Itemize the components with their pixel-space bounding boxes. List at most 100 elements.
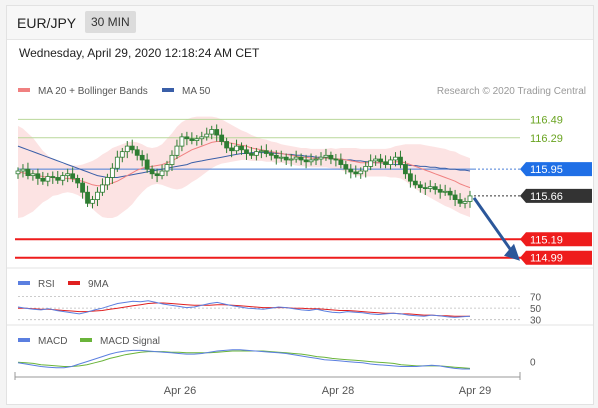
candle-body [363,165,369,172]
candle-body [303,159,309,163]
candle-body [114,156,120,169]
candle-body [65,173,71,177]
macd-legend-label-0: MACD [38,336,67,347]
candle-body [318,156,324,160]
candle-body [30,173,36,177]
candle-body [109,167,115,178]
candle-body [229,147,234,152]
candle-body [45,176,51,182]
support-label: 115.19 [530,234,563,246]
macd-legend-swatch-1 [80,338,92,342]
legend-swatch-1 [162,88,174,92]
candle-body [373,158,379,162]
candle-body [278,156,284,159]
interval-badge[interactable]: 30 MIN [85,11,136,33]
candle-body [403,164,408,175]
bollinger-band [18,116,470,219]
support-label: 114.99 [530,253,563,265]
candle-body [268,153,274,156]
macd-legend-swatch-0 [18,338,30,342]
candle-body [179,136,185,147]
candle-body [234,145,239,152]
candle-body [452,194,458,201]
candle-body [60,175,66,181]
candle-body [263,150,269,154]
candle-body [129,145,135,151]
rsi-legend-label-1: 9MA [88,279,109,290]
legend-label-0: MA 20 + Bollinger Bands [38,86,148,97]
candle-body [447,190,453,196]
rsi-level-label: 70 [530,293,542,304]
candle-body [50,176,56,178]
candle-body [333,158,339,161]
candle-body [70,173,76,179]
rsi-legend-swatch-0 [18,281,30,285]
candle-body [184,136,190,140]
rsi-legend-swatch-1 [68,281,80,285]
candle-body [273,154,279,159]
candle-body [100,184,105,193]
candle-body [80,182,85,193]
candle-body [214,129,220,136]
candle-body [174,145,180,156]
candle-body [154,173,160,177]
legend-swatch-0 [18,88,30,92]
candle-body [293,156,299,160]
currency-pair: EUR/JPY [17,15,77,31]
candle-body [15,170,21,175]
candle-body [249,153,254,156]
legend-label-1: MA 50 [182,86,211,97]
support-tag [520,232,592,247]
candle-body [323,154,329,158]
candle-body [224,141,230,149]
candle-body [283,156,289,161]
candle-body [144,159,150,170]
candle-body [358,170,364,175]
resistance-label: 116.29 [530,133,563,145]
macd-zero-label: 0 [530,358,536,369]
candle-body [169,154,175,165]
candle-body [20,168,26,172]
candle-body [95,191,100,201]
candle-body [194,138,200,141]
ma50-line [17,145,471,178]
pivot-tag [520,162,592,177]
candle-body [258,150,264,153]
candle-body [407,173,413,182]
candle-body [55,177,61,181]
candle-body [348,168,354,173]
chart-header: EUR/JPY 30 MIN [7,6,593,40]
candle-body [35,173,41,179]
candle-body [239,145,244,151]
candle-body [85,191,90,204]
candle-body [467,195,473,202]
candle-body [338,159,344,165]
candle-body [432,186,438,190]
rsi-line [17,300,471,318]
candle-body [313,158,319,161]
candle-body [437,189,443,193]
candle-body [75,177,81,184]
candle-body [40,177,46,182]
candle-body [254,151,259,156]
candle-body [353,171,359,175]
candle-body [209,129,215,135]
candle-body [159,170,165,177]
candle-body [308,159,314,163]
candle-body [422,187,428,190]
candle-body [244,149,249,154]
candle-body [124,145,130,153]
candle-body [398,156,403,165]
candle-body [427,186,433,189]
x-axis-label: Apr 28 [322,385,354,397]
candle-body [288,158,294,161]
rsi-level-label: 30 [530,316,542,327]
candle-body [378,158,383,163]
macd-line [17,349,470,370]
candle-body [417,184,423,189]
support-tag [520,250,592,265]
candle-body [462,201,468,204]
candle-body [119,151,125,158]
candle-body [164,164,170,172]
